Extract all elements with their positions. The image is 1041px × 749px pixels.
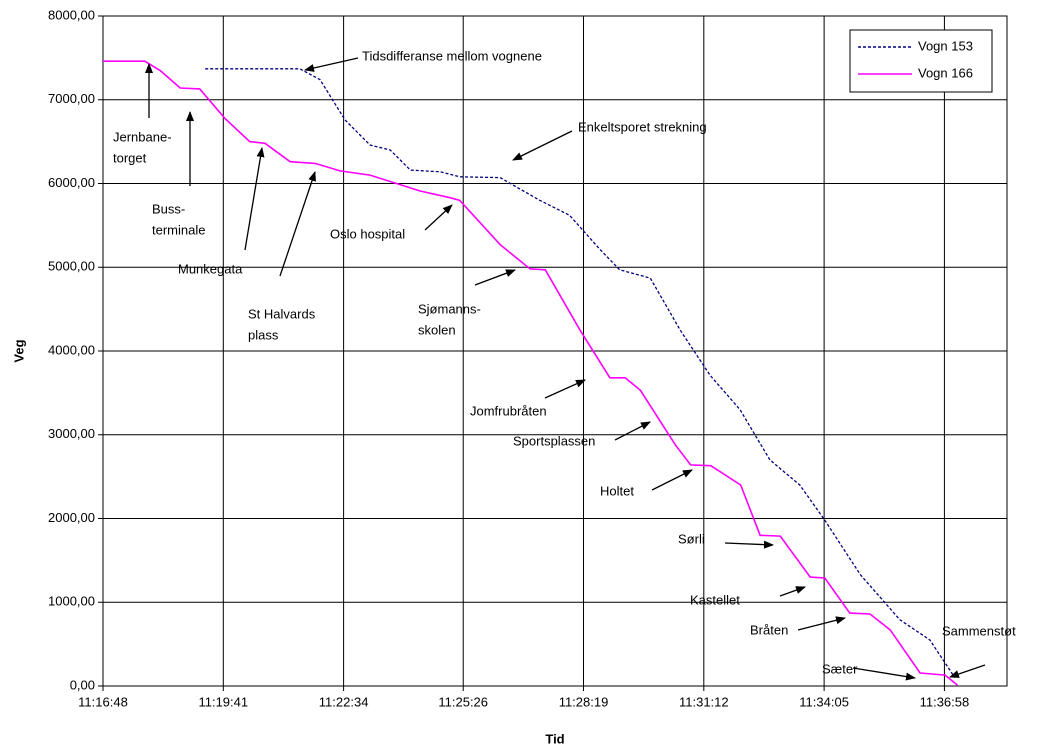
annotation: skolen — [418, 322, 456, 337]
y-tick-label: 4000,00 — [48, 342, 95, 357]
annotation-arrow — [614, 421, 651, 441]
annotation: Oslo hospital — [330, 226, 405, 241]
annotation: Buss- — [152, 201, 185, 216]
x-tick-label: 11:34:05 — [799, 694, 849, 709]
y-tick-label: 3000,00 — [48, 426, 95, 441]
y-axis-title: Veg — [11, 339, 26, 362]
x-tick-label: 11:22:34 — [319, 694, 369, 709]
annotation-arrow — [724, 540, 774, 549]
annotation: Sportsplassen — [513, 433, 595, 448]
annotation: Sørli — [678, 531, 705, 546]
annotation-arrow — [424, 204, 453, 231]
annotation: Jernbane- — [113, 129, 172, 144]
annotation-arrow — [279, 171, 316, 277]
annotation-arrow — [651, 469, 693, 491]
annotation-arrow — [797, 616, 846, 631]
x-tick-label: 11:25:26 — [438, 694, 488, 709]
x-tick-label: 11:31:12 — [679, 694, 729, 709]
annotation: St Halvards — [248, 306, 316, 321]
legend-label: Vogn 153 — [918, 38, 973, 53]
annotation: Munkegata — [178, 261, 243, 276]
annotation: Kastellet — [690, 592, 740, 607]
annotation: plass — [248, 327, 279, 342]
y-tick-label: 0,00 — [70, 677, 95, 692]
legend-box — [849, 29, 993, 93]
x-tick-label: 11:28:19 — [559, 694, 609, 709]
annotation: Enkeltsporet strekning — [578, 119, 707, 134]
x-tick-label: 11:19:41 — [198, 694, 248, 709]
y-tick-label: 7000,00 — [48, 91, 95, 106]
annotation: Bråten — [750, 622, 788, 637]
y-tick-label: 2000,00 — [48, 510, 95, 525]
annotation: Sjømanns- — [418, 301, 481, 316]
annotation: Sammenstøt — [942, 623, 1016, 638]
x-tick-label: 11:36:58 — [920, 694, 970, 709]
annotation: torget — [113, 150, 147, 165]
plot-frame — [102, 15, 1008, 687]
annotation: Sæter — [822, 661, 858, 676]
legend-label: Vogn 166 — [918, 65, 973, 80]
annotation-arrow — [304, 57, 359, 72]
annotation-arrow — [779, 586, 806, 597]
annotation-arrow — [949, 664, 986, 678]
y-tick-label: 8000,00 — [48, 7, 95, 22]
y-tick-label: 1000,00 — [48, 594, 95, 609]
annotation-arrow — [512, 130, 573, 161]
y-tick-label: 5000,00 — [48, 259, 95, 274]
x-axis-title: Tid — [545, 731, 564, 746]
annotation: Jomfrubråten — [470, 403, 547, 418]
annotation: terminale — [152, 222, 205, 237]
annotation-arrow — [474, 269, 516, 286]
annotation-arrow — [544, 379, 586, 399]
y-tick-label: 6000,00 — [48, 175, 95, 190]
x-tick-label: 11:16:48 — [78, 694, 128, 709]
annotation-arrow — [852, 667, 916, 681]
series-line — [103, 60, 959, 686]
annotation-arrow — [244, 147, 265, 251]
annotation: Tidsdifferanse mellom vognene — [362, 48, 542, 63]
series-line — [205, 68, 956, 678]
annotation: Holtet — [600, 483, 634, 498]
